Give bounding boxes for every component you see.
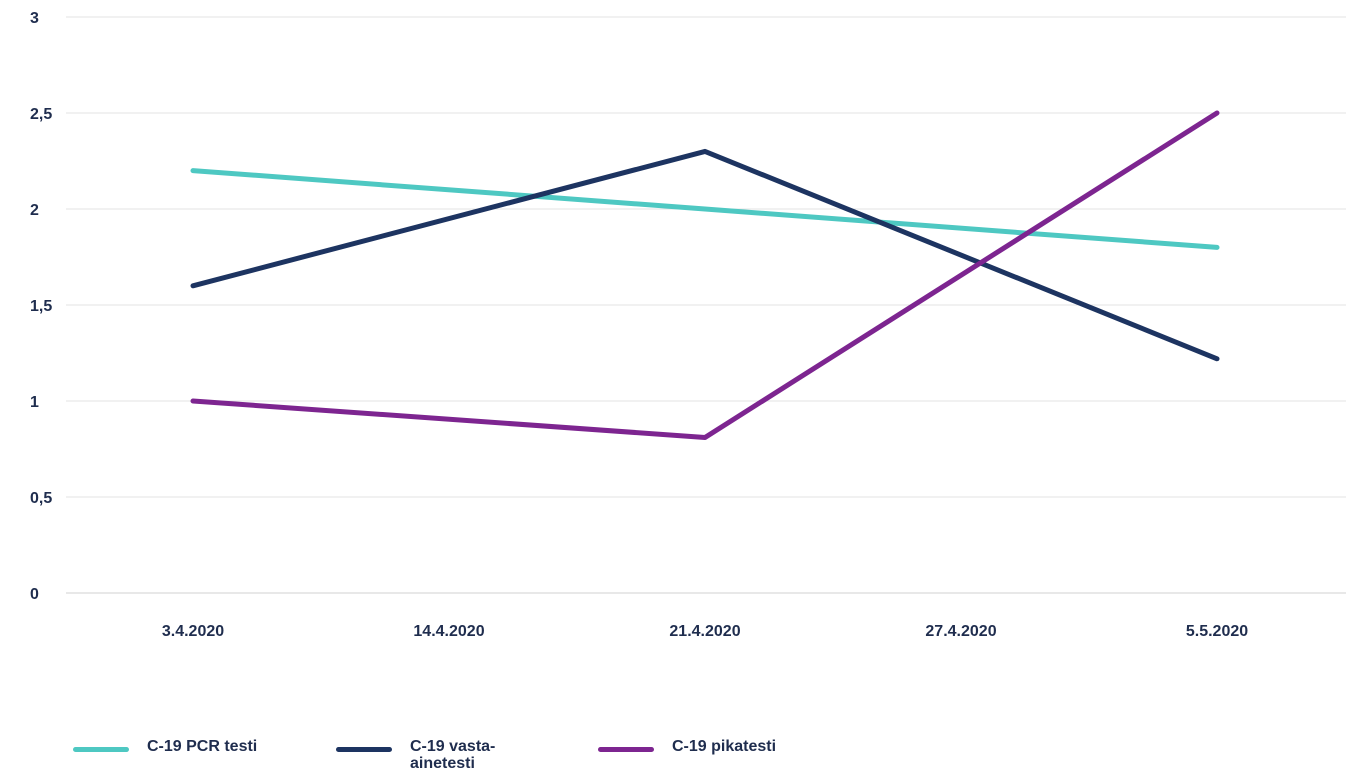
legend: C-19 PCR testi C-19 vasta-ainetesti C-19…	[0, 738, 1346, 777]
y-tick-label: 3	[30, 10, 39, 27]
y-tick-label: 1,5	[30, 298, 52, 315]
y-tick-label: 2	[30, 202, 39, 219]
series-line-1	[190, 168, 1220, 250]
legend-swatch-vasta-aine	[336, 747, 392, 752]
x-tick-label: 27.4.2020	[925, 623, 996, 640]
x-tick-label: 21.4.2020	[669, 623, 740, 640]
legend-swatch-pikatesti	[598, 747, 654, 752]
legend-swatch-pcr	[73, 747, 129, 752]
legend-item-pcr: C-19 PCR testi	[73, 738, 293, 755]
y-tick-label: 0,5	[30, 490, 52, 507]
x-tick-label: 3.4.2020	[162, 623, 224, 640]
legend-label-pcr: C-19 PCR testi	[147, 738, 258, 755]
y-tick-label: 2,5	[30, 106, 52, 123]
y-axis-tick-labels: 0 0,5 1 1,5 2 2,5 3	[30, 10, 52, 603]
legend-item-vasta-aine: C-19 vasta-ainetesti	[336, 738, 526, 772]
y-tick-label: 0	[30, 586, 39, 603]
gridlines	[66, 16, 1346, 594]
series-lines	[190, 110, 1220, 440]
legend-item-pikatesti: C-19 pikatesti	[598, 738, 818, 755]
y-tick-label: 1	[30, 394, 39, 411]
x-axis-tick-labels: 3.4.2020 14.4.2020 21.4.2020 27.4.2020 5.5.2…	[162, 623, 1248, 640]
legend-label-vasta-aine: C-19 vasta-ainetesti	[410, 738, 496, 772]
x-tick-label: 5.5.2020	[1186, 623, 1248, 640]
series-line-2	[190, 148, 1220, 362]
line-chart: 0 0,5 1 1,5 2 2,5 3 3.4.2020 14.4.2020 21.4.2020…	[30, 10, 1346, 640]
x-tick-label: 14.4.2020	[413, 623, 484, 640]
legend-label-pikatesti: C-19 pikatesti	[672, 738, 777, 755]
series-line-3	[190, 110, 1220, 440]
